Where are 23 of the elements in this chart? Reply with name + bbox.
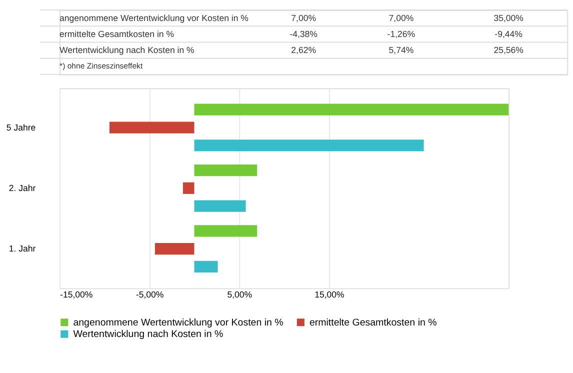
text: -9,44% [494, 29, 523, 40]
x-tick-label: 15,00% [314, 289, 345, 300]
text: 35,00% [494, 12, 524, 23]
text: 25,56% [494, 45, 524, 56]
text: Wertentwicklung nach Kosten in % [60, 45, 195, 56]
text: 7,00% [291, 12, 316, 23]
text: -1,26% [387, 29, 416, 40]
text: *) ohne Zinseszinseffekt [60, 61, 144, 70]
y-tick-label: 1. Jahr [8, 244, 36, 254]
legend-label: angenommene Wertentwicklung vor Kosten in % [73, 317, 284, 328]
legend-label: ermittelte Gesamtkosten in % [309, 317, 438, 328]
text: 5,74% [388, 45, 414, 56]
text: angenommene Wertentwicklung vor Kosten in % [60, 12, 249, 23]
y-tick-label: 5 Jahre [6, 122, 36, 132]
x-tick-label: -5,00% [136, 289, 164, 300]
y-tick-label: 2. Jahr [8, 183, 36, 194]
x-tick-label: 5,00% [227, 289, 252, 300]
text: ermittelte Gesamtkosten in % [60, 29, 174, 40]
text: -4,38% [290, 29, 318, 40]
text: 7,00% [388, 12, 414, 23]
legend-label: Wertentwicklung nach Kosten in % [73, 329, 224, 340]
x-tick-label: -15,00% [60, 289, 93, 300]
text: 2,62% [291, 45, 316, 56]
